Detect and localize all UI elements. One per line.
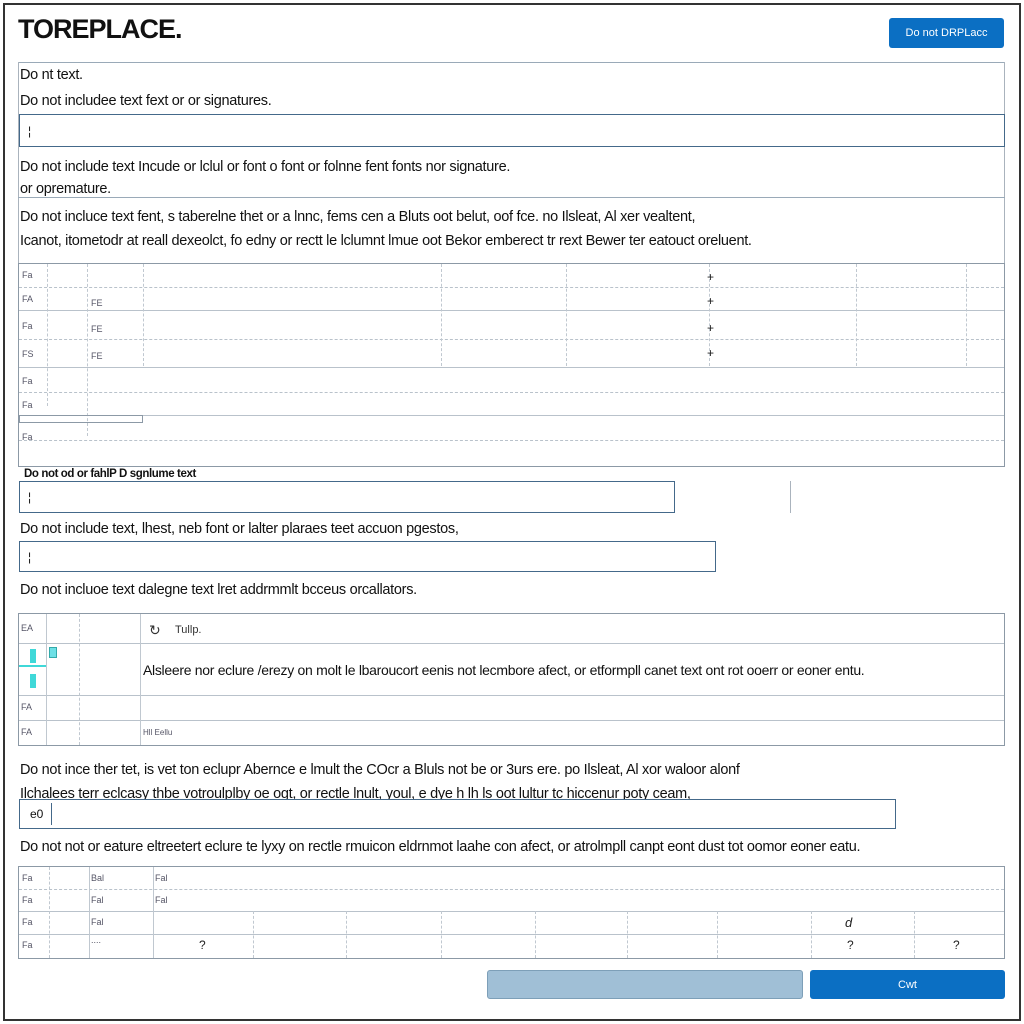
selected-indicator: [19, 665, 46, 667]
body-text: Alsleere nor eclure /erezy on molt le lb…: [143, 662, 865, 678]
row-label: Fa: [22, 873, 33, 883]
sub-label: FE: [91, 298, 103, 308]
cell: Fal: [155, 895, 168, 905]
row-label: Fa: [22, 400, 33, 410]
row-label: Fa: [22, 270, 33, 280]
text-input-3[interactable]: ¦: [19, 541, 716, 572]
field2-label: Do not od or fahlP D sgnlume text: [24, 468, 196, 480]
secondary-button[interactable]: [487, 970, 803, 999]
cell: Fal: [91, 895, 104, 905]
refresh-icon[interactable]: ↻: [149, 622, 161, 638]
section5-line2: Ilchalees terr eclcasy thbe votroulplby …: [20, 786, 691, 802]
row-label: FA: [21, 727, 33, 737]
header-action-button[interactable]: Do not DRPLacc: [889, 18, 1004, 48]
row-label: Fa: [22, 321, 33, 331]
divider: [18, 197, 1005, 198]
row-label: FA: [22, 294, 34, 304]
row-label: FA: [21, 702, 33, 712]
section3-line2: Icanot, itometodr at reall dexeolct, fo …: [20, 233, 752, 249]
cursor: [51, 803, 53, 825]
row-label: Fa: [22, 917, 33, 927]
header-cell: Tullp.: [175, 624, 202, 636]
sub-label: FE: [91, 351, 103, 361]
field6-label: Do not not or eature eltreetert eclure t…: [20, 839, 861, 855]
data-table-3: Fa Fa Fa Fa Bal Fal Fal .... Fal Fal d ?…: [18, 866, 1005, 959]
mark: d: [845, 915, 853, 930]
field4-label: Do not incluoe text dalegne text lret ad…: [20, 582, 417, 598]
row-label: Fa: [22, 940, 33, 950]
mark: +: [707, 321, 715, 335]
label-1: Do nt text.: [20, 67, 83, 83]
field3-label: Do not include text, lhest, neb font or …: [20, 521, 459, 537]
cell: Fal: [91, 917, 104, 927]
section2-line2: or opremature.: [20, 181, 111, 197]
row-label: EA: [21, 623, 34, 633]
row-label: FS: [22, 349, 34, 359]
text-input-1[interactable]: ¦: [19, 114, 1005, 147]
window-frame: [3, 3, 1021, 1021]
input-prefix: e0: [30, 807, 44, 821]
selected-indicator: [30, 674, 36, 688]
row-label: Fa: [22, 895, 33, 905]
mark: +: [707, 270, 715, 284]
section5-line1: Do not ince ther tet, is vet ton eclupr …: [20, 762, 740, 778]
scrollbar[interactable]: [19, 415, 143, 423]
row-label: Fa: [22, 432, 33, 442]
section2-line1: Do not include text Incude or lclul or f…: [20, 159, 511, 175]
mark: +: [707, 294, 715, 308]
text-input-5[interactable]: e0: [19, 799, 896, 829]
selected-indicator: [30, 649, 36, 663]
sub-label: FE: [91, 324, 103, 334]
cell: Bal: [91, 873, 105, 883]
text-input-2[interactable]: ¦: [19, 481, 675, 513]
mark: ?: [199, 938, 206, 952]
primary-button[interactable]: Cwt: [810, 970, 1005, 999]
footer-cell: Hll Eellu: [143, 728, 173, 737]
mark: ?: [847, 938, 854, 952]
checkbox[interactable]: [49, 647, 57, 658]
row-label: Fa: [22, 376, 33, 386]
label-2: Do not includee text fext or or signatur…: [20, 93, 272, 109]
cell: Fal: [155, 873, 168, 883]
divider: [790, 481, 791, 513]
divider: [18, 62, 1005, 63]
mark: +: [707, 346, 715, 360]
page-title: TOREPLACE.: [18, 14, 183, 44]
section3-line1: Do not incluce text fent, s taberelne th…: [20, 209, 696, 225]
mark: ?: [953, 938, 960, 952]
cell: ....: [91, 935, 102, 945]
data-table-1: Fa FA Fa FS Fa Fa Fa FE FE FE + + + +: [18, 263, 1005, 467]
data-table-2: EA FA FA ↻ Tullp. Alsleere nor eclure /e…: [18, 613, 1005, 746]
